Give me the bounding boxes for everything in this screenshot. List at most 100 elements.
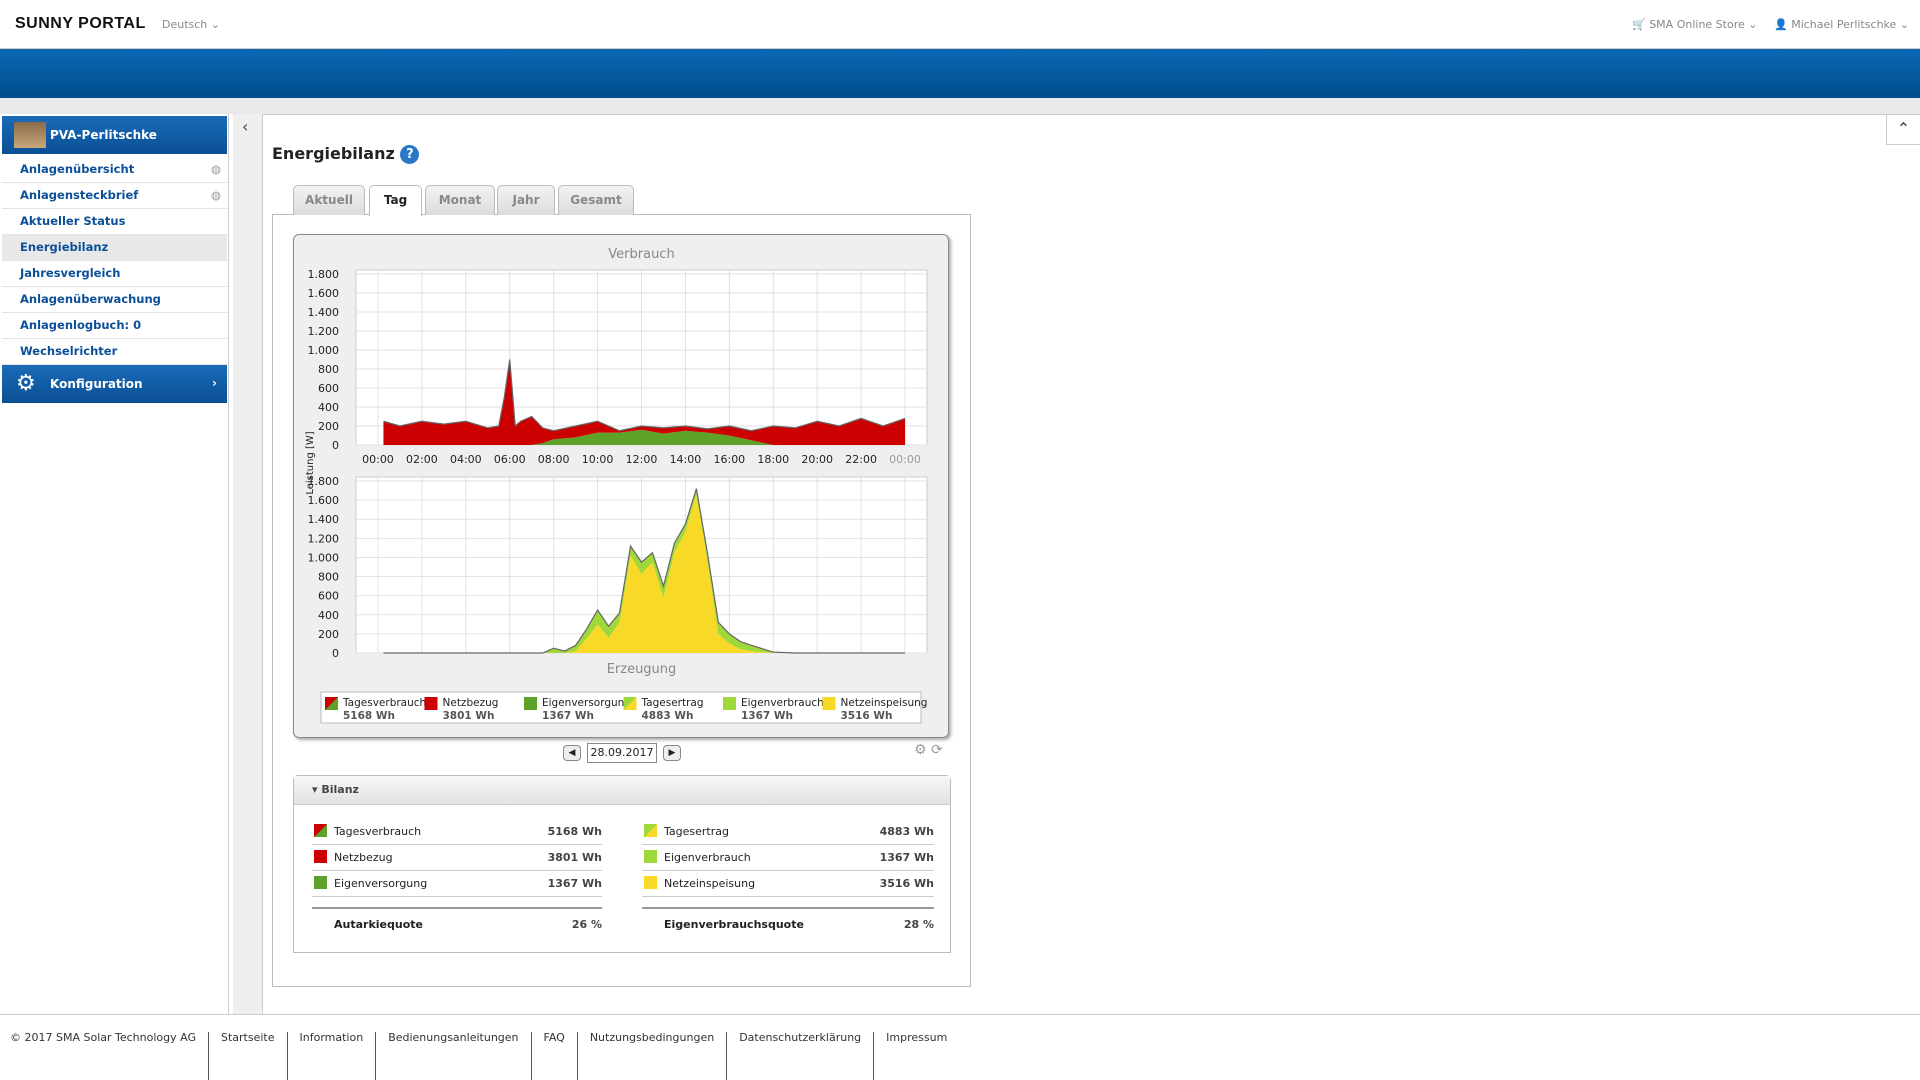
area-outline xyxy=(383,359,906,432)
legend-value: 3801 Wh xyxy=(443,710,495,722)
x-tick-label: 14:00 xyxy=(670,453,702,466)
y-tick-label: 200 xyxy=(318,420,339,433)
gear-icon: ⚙ xyxy=(16,371,36,396)
tab[interactable]: Monat xyxy=(425,185,495,215)
logo[interactable]: SUNNY PORTAL xyxy=(15,15,146,32)
x-tick-label: 20:00 xyxy=(801,453,833,466)
footer-link[interactable]: Startseite xyxy=(207,1032,287,1080)
row-label: Tagesertrag xyxy=(642,824,880,838)
nav-item[interactable]: Jahresvergleich xyxy=(2,261,227,287)
y-tick-label: 0 xyxy=(332,647,339,660)
page-title: Energiebilanz ? xyxy=(272,144,420,164)
x-tick-label: 02:00 xyxy=(406,453,438,466)
globe-icon: ◍ xyxy=(210,162,221,176)
header: SUNNY PORTAL Deutsch ⌄ 🛒 SMA Online Stor… xyxy=(0,0,1920,49)
chart-tools[interactable]: ⚙ ⟳ xyxy=(914,742,943,758)
row-icon xyxy=(644,850,657,863)
y-tick-label: 600 xyxy=(318,590,339,603)
next-day[interactable]: ▶ xyxy=(663,745,681,761)
legend-name: Eigenversorgung xyxy=(542,697,631,709)
row-name: Eigenverbrauch xyxy=(664,851,751,864)
x-tick-label: 08:00 xyxy=(538,453,570,466)
tab[interactable]: Tag xyxy=(369,185,422,216)
tab[interactable]: Jahr xyxy=(497,185,555,215)
legend-icon-half xyxy=(325,697,338,710)
row-value: 1367 Wh xyxy=(547,877,602,890)
row-name: Eigenversorgung xyxy=(334,877,428,890)
legend-value: 3516 Wh xyxy=(841,710,893,722)
bilanz-row: Eigenversorgung 1367 Wh xyxy=(312,871,602,897)
footer-link[interactable]: Nutzungsbedingungen xyxy=(576,1032,726,1080)
y-tick-label: 1.200 xyxy=(308,532,340,545)
y-tick-label: 200 xyxy=(318,628,339,641)
y-tick-label: 400 xyxy=(318,609,339,622)
y-tick-label: 1.800 xyxy=(308,475,340,488)
area xyxy=(383,494,906,653)
nav-item[interactable]: Anlagenüberwachung xyxy=(2,287,227,313)
x-tick-label: 00:00 xyxy=(362,453,394,466)
y-tick-label: 800 xyxy=(318,363,339,376)
footer-link[interactable]: Bedienungsanleitungen xyxy=(375,1032,530,1080)
nav-item[interactable]: Anlagenübersicht ◍ xyxy=(2,157,227,183)
bilanz-row: Eigenverbrauch 1367 Wh xyxy=(642,845,934,871)
store-link[interactable]: 🛒 SMA Online Store ⌄ xyxy=(1632,18,1758,31)
row-icon xyxy=(644,876,657,889)
sidebar: PVA-Perlitschke ⚙ Konfiguration › Anlagenü… xyxy=(0,114,229,1014)
legend-name: Netzeinspeisung xyxy=(841,697,928,709)
footer-link[interactable]: Impressum xyxy=(873,1032,959,1080)
legend-name: Eigenverbrauch xyxy=(741,697,824,709)
y-tick-label: 1.000 xyxy=(308,344,340,357)
y-tick-label: 1.400 xyxy=(308,306,340,319)
user-menu[interactable]: 👤 Michael Perlitschke ⌄ xyxy=(1774,18,1910,31)
config-button[interactable]: ⚙ Konfiguration › xyxy=(2,365,227,403)
user: Michael Perlitschke xyxy=(1791,18,1897,31)
bilanz-row: Tagesverbrauch 5168 Wh xyxy=(312,819,602,845)
separator xyxy=(312,897,602,909)
footer-link[interactable]: FAQ xyxy=(530,1032,577,1080)
legend-icon xyxy=(723,697,736,710)
language-select[interactable]: Deutsch ⌄ xyxy=(162,18,220,31)
help-icon[interactable]: ? xyxy=(400,145,420,164)
y-tick-label: 1.600 xyxy=(308,287,340,300)
row-icon xyxy=(314,824,327,837)
x-tick-label: 22:00 xyxy=(845,453,877,466)
legend-icon xyxy=(524,697,537,710)
nav-item[interactable]: Anlagensteckbrief ◍ xyxy=(2,183,227,209)
x-tick-label: 10:00 xyxy=(582,453,614,466)
scroll-top[interactable]: ⌃ xyxy=(1886,115,1920,145)
plant-header[interactable]: PVA-Perlitschke xyxy=(2,116,227,154)
x-tick-label: 00:00 xyxy=(889,453,921,466)
nav-item[interactable]: Energiebilanz xyxy=(2,235,227,261)
y-tick-label: 0 xyxy=(332,439,339,452)
tab[interactable]: Aktuell xyxy=(293,185,365,215)
quota-row: Eigenverbrauchsquote 28 % xyxy=(642,909,934,939)
row-name: Tagesertrag xyxy=(664,825,729,838)
y-tick-label: 1.800 xyxy=(308,268,340,281)
bilanz-header[interactable]: ▾ Bilanz xyxy=(294,776,950,805)
tab[interactable]: Gesamt xyxy=(558,185,634,215)
nav-item[interactable]: Anlagenlogbuch: 0 xyxy=(2,313,227,339)
collapse-column[interactable]: ‹ xyxy=(233,114,263,1014)
row-label: Tagesverbrauch xyxy=(312,824,548,838)
x-tick-label: 04:00 xyxy=(450,453,482,466)
prev-day[interactable]: ◀ xyxy=(563,745,581,761)
bilanz-left: Tagesverbrauch 5168 Wh Netzbezug 3801 Wh Eig… xyxy=(312,819,602,939)
footer-link[interactable]: Datenschutzerklärung xyxy=(726,1032,873,1080)
row-name: Tagesverbrauch xyxy=(334,825,422,838)
legend-value: 1367 Wh xyxy=(542,710,594,722)
nav-item[interactable]: Wechselrichter xyxy=(2,339,227,365)
legend-name: Tagesverbrauch xyxy=(342,697,426,709)
date-input[interactable]: 28.09.2017 xyxy=(587,743,657,763)
plant-name: PVA-Perlitschke xyxy=(50,128,157,142)
date-nav: ◀ 28.09.2017 ▶ xyxy=(563,743,681,763)
footer-link[interactable]: Information xyxy=(286,1032,376,1080)
bilanz-right: Tagesertrag 4883 Wh Eigenverbrauch 1367 Wh N… xyxy=(642,819,934,939)
chart-title: Erzeugung xyxy=(607,662,677,677)
nav-item[interactable]: Aktueller Status xyxy=(2,209,227,235)
y-tick-label: 600 xyxy=(318,382,339,395)
row-value: 4883 Wh xyxy=(879,825,934,838)
x-tick-label: 12:00 xyxy=(626,453,658,466)
legend-value: 5168 Wh xyxy=(343,710,395,722)
bilanz-row: Tagesertrag 4883 Wh xyxy=(642,819,934,845)
